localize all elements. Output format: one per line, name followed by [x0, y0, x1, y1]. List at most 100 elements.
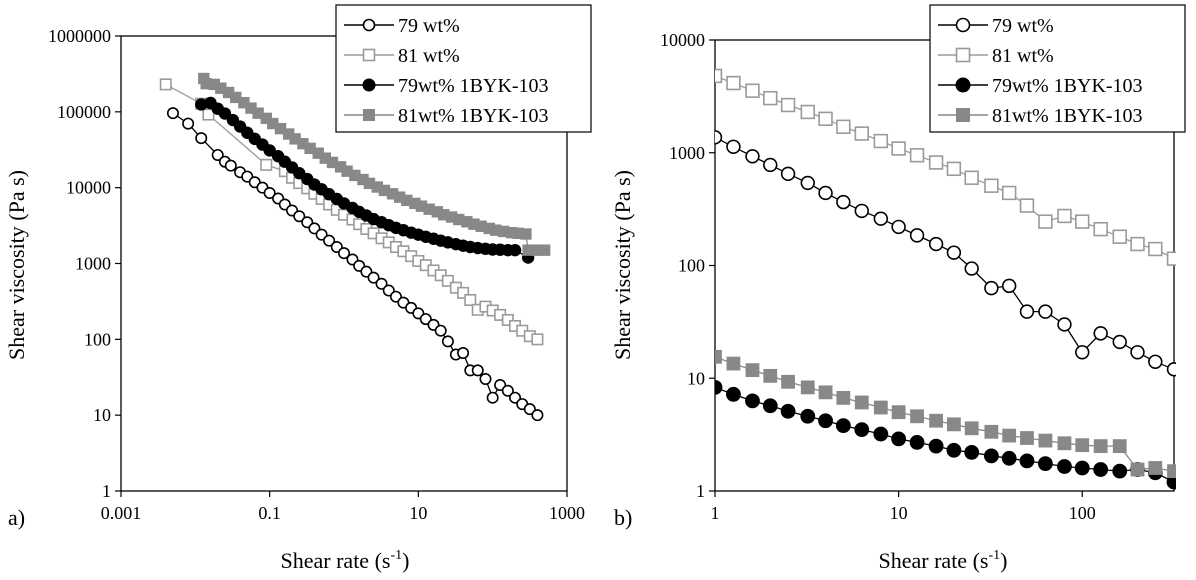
data-point [715, 379, 723, 395]
data-point [1002, 428, 1017, 443]
data-point [763, 368, 778, 383]
data-point [538, 244, 551, 256]
data-point [363, 109, 375, 121]
x-axis-label-sup: -1 [988, 548, 1000, 563]
data-point [780, 97, 796, 113]
legend-entry: 81wt% 1BYK-103 [398, 105, 549, 127]
data-point [964, 444, 980, 460]
data-point [419, 313, 432, 326]
data-point [1057, 436, 1072, 451]
data-point [854, 203, 869, 219]
data-point [836, 194, 851, 210]
data-point [956, 108, 970, 122]
data-point [891, 405, 906, 420]
data-point [166, 107, 179, 120]
data-point [854, 422, 870, 438]
data-point [763, 157, 778, 173]
data-point [1057, 317, 1072, 332]
data-point [955, 17, 971, 33]
data-point [501, 384, 514, 397]
data-point [1130, 462, 1145, 477]
data-point [1038, 304, 1053, 319]
data-point [362, 18, 376, 32]
data-point [984, 424, 999, 439]
data-point [909, 148, 925, 163]
data-point [195, 132, 208, 145]
data-point [836, 119, 851, 134]
data-point [891, 219, 906, 235]
data-point [780, 403, 796, 419]
series-layer [159, 72, 551, 422]
data-point [762, 398, 778, 414]
data-point [946, 161, 962, 177]
data-point [362, 48, 376, 62]
series-2 [715, 379, 1176, 490]
y-tick-label: 1000 [669, 143, 705, 163]
data-point [1112, 463, 1128, 479]
data-point [263, 144, 276, 157]
data-point [323, 234, 336, 247]
data-point [367, 271, 380, 284]
series-0 [166, 107, 544, 422]
data-point [800, 175, 815, 191]
data-point [531, 333, 544, 346]
legend-box [929, 4, 1186, 133]
x-tick-label: 1 [711, 503, 720, 523]
legend-entry: 81 wt% [398, 45, 460, 67]
data-point [1038, 214, 1053, 229]
chart-a: 1 10 100 1000 10000 100000 1000000 0.001 0.1 10 10… [4, 4, 592, 573]
y-tick-label: 100 [678, 256, 705, 276]
data-point [854, 395, 869, 410]
data-point [1074, 460, 1090, 476]
data-point [854, 126, 869, 141]
data-point [1057, 459, 1072, 474]
y-tick-label: 10 [93, 405, 111, 425]
data-point [1093, 326, 1108, 341]
data-point [1093, 439, 1108, 454]
data-point [1167, 464, 1176, 479]
data-point [726, 386, 741, 402]
data-point [964, 261, 979, 276]
data-point [508, 243, 522, 257]
x-tick-label: 10 [409, 503, 427, 523]
data-point [891, 141, 906, 156]
data-point [434, 324, 447, 337]
data-point [873, 400, 888, 415]
data-point [983, 448, 999, 464]
data-point [964, 421, 979, 436]
data-point [1148, 241, 1163, 257]
y-tick-label: 1000000 [48, 26, 111, 46]
legend: 79 wt% 81 wt% 79wt% 1BYK-103 81wt% 1BYK-103 [335, 4, 592, 133]
data-point [929, 413, 944, 428]
data-point [745, 393, 760, 409]
y-axis-label: Shear viscosity (Pa s) [610, 170, 635, 360]
data-point [1130, 236, 1145, 252]
x-axis-label-text: Shear rate (s [281, 548, 391, 573]
x-axis-label: Shear rate (s-1) [879, 548, 1008, 573]
data-point [780, 166, 796, 182]
x-tick-label: 1000 [549, 503, 585, 523]
data-point [1001, 185, 1017, 201]
data-point [873, 426, 889, 442]
data-point [873, 133, 889, 149]
data-point [224, 159, 237, 172]
data-point [800, 408, 816, 424]
data-point [464, 294, 477, 307]
y-axis-label: Shear viscosity (Pa s) [4, 170, 29, 360]
data-point [745, 363, 760, 378]
legend: 79 wt% 81 wt% 79wt% 1BYK-103 81wt% 1BYK-103 [929, 4, 1186, 133]
x-tick-label: 10 [890, 503, 908, 523]
data-point [1001, 450, 1017, 466]
data-point [1112, 439, 1127, 454]
data-point [1075, 214, 1090, 229]
data-point [726, 356, 741, 371]
data-point [763, 90, 778, 106]
series-3 [198, 72, 551, 256]
y-tick-label: 1000 [75, 254, 111, 274]
data-point [457, 286, 470, 299]
x-axis-label: Shear rate (s-1) [281, 548, 410, 573]
data-point [745, 83, 760, 98]
data-point [457, 347, 470, 360]
